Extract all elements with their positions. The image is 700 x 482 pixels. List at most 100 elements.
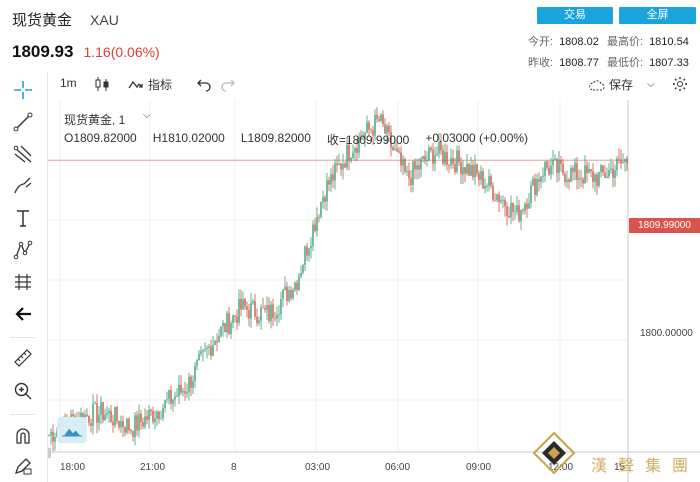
candle-body bbox=[156, 411, 158, 419]
zoom-tool[interactable] bbox=[8, 377, 38, 405]
candle-body bbox=[576, 163, 578, 180]
candle-body bbox=[496, 194, 498, 200]
fullscreen-button[interactable]: 全屏 bbox=[619, 7, 696, 24]
candle-body bbox=[596, 174, 598, 186]
tradingview-logo[interactable] bbox=[57, 417, 87, 443]
text-tool[interactable] bbox=[8, 204, 38, 232]
candle-body bbox=[152, 410, 154, 423]
fib-tool[interactable] bbox=[8, 140, 38, 168]
last-price: 1809.93 bbox=[12, 42, 74, 61]
candle-body bbox=[558, 159, 560, 173]
candle-body bbox=[490, 176, 492, 186]
chart-type-button[interactable] bbox=[94, 76, 110, 92]
candle-body bbox=[106, 412, 108, 415]
pattern-tool[interactable] bbox=[8, 236, 38, 264]
candle-body bbox=[504, 200, 506, 207]
candle-body bbox=[186, 392, 188, 394]
candle-body bbox=[298, 276, 300, 290]
candle-body bbox=[614, 170, 616, 178]
candle-body bbox=[268, 305, 270, 322]
candle-body bbox=[530, 184, 532, 203]
watermark-logo bbox=[532, 431, 576, 475]
candle-body bbox=[500, 200, 502, 203]
y-axis-tick: 1800.00000 bbox=[640, 328, 693, 339]
save-button[interactable]: 保存 ⌵ bbox=[589, 76, 655, 93]
save-label: 保存 bbox=[609, 78, 634, 92]
candle-body bbox=[532, 178, 534, 185]
candle-body bbox=[222, 323, 224, 327]
pattern-icon bbox=[13, 240, 33, 260]
candle-body bbox=[518, 205, 520, 221]
crosshair-tool[interactable] bbox=[8, 76, 38, 104]
indicators-button[interactable]: 指标 bbox=[128, 76, 172, 93]
candle-body bbox=[612, 168, 614, 178]
chart-canvas[interactable] bbox=[48, 100, 700, 482]
price-chart[interactable] bbox=[48, 100, 700, 482]
candle-body bbox=[366, 122, 368, 134]
candle-body bbox=[304, 246, 306, 265]
brush-tool[interactable] bbox=[8, 172, 38, 200]
candle-body bbox=[124, 427, 126, 433]
candle-body bbox=[262, 307, 264, 309]
drawing-toolbar bbox=[0, 72, 48, 482]
candle-body bbox=[146, 416, 148, 420]
measure-tool[interactable] bbox=[8, 344, 38, 372]
candle-body bbox=[484, 186, 486, 189]
candle-body bbox=[420, 158, 422, 170]
redo-button[interactable] bbox=[220, 76, 236, 92]
candle-body bbox=[486, 185, 488, 187]
chart-legend-title[interactable]: 现货黄金, 1 bbox=[64, 113, 126, 127]
candle-body bbox=[224, 323, 226, 333]
candle-body bbox=[312, 224, 314, 246]
candle-body bbox=[442, 150, 444, 164]
candle-body bbox=[336, 163, 338, 166]
candle-body bbox=[350, 157, 352, 161]
candle-body bbox=[184, 391, 186, 394]
candle-body bbox=[266, 305, 268, 310]
settings-button[interactable] bbox=[672, 76, 688, 92]
candle-body bbox=[192, 381, 194, 388]
stat-low: 最低价: 1807.33 bbox=[607, 54, 689, 70]
candle-body bbox=[102, 402, 104, 421]
candle-body bbox=[414, 161, 416, 170]
chevron-down-icon: ⌵ bbox=[647, 79, 655, 90]
candle-body bbox=[216, 341, 218, 343]
candle-body bbox=[346, 144, 348, 168]
projection-tool[interactable] bbox=[8, 268, 38, 296]
candle-body bbox=[472, 165, 474, 178]
candle-body bbox=[246, 306, 248, 310]
x-axis-tick: 15 bbox=[614, 462, 626, 473]
trade-button[interactable]: 交易 bbox=[537, 7, 613, 24]
magnet-tool[interactable] bbox=[8, 422, 38, 450]
lock-draw-tool[interactable] bbox=[8, 452, 38, 480]
indicators-label: 指标 bbox=[148, 78, 173, 92]
trend-line-tool[interactable] bbox=[8, 108, 38, 136]
zoom-in-icon bbox=[14, 382, 32, 400]
candle-body bbox=[302, 264, 304, 273]
candle-body bbox=[476, 164, 478, 174]
chevron-down-icon[interactable]: ⌵ bbox=[143, 110, 151, 121]
candle-body bbox=[150, 409, 152, 411]
cloud-logo-icon bbox=[61, 428, 83, 436]
candle-body bbox=[528, 202, 530, 209]
trend-line-icon bbox=[13, 112, 33, 132]
candle-body bbox=[428, 147, 430, 161]
candle-body bbox=[164, 399, 166, 409]
undo-button[interactable] bbox=[196, 76, 212, 92]
candles-icon bbox=[95, 77, 109, 91]
candle-body bbox=[272, 304, 274, 318]
candle-body bbox=[362, 138, 364, 140]
scroll-handle[interactable] bbox=[48, 448, 51, 458]
candle-body bbox=[568, 179, 570, 182]
stat-prev-close: 昨收: 1808.77 bbox=[528, 54, 599, 70]
candle-body bbox=[348, 144, 350, 161]
candle-body bbox=[116, 406, 118, 422]
cloud-icon bbox=[589, 79, 605, 90]
candle-body bbox=[118, 421, 120, 428]
back-tool[interactable] bbox=[8, 300, 38, 328]
x-axis-tick: 06:00 bbox=[385, 462, 411, 473]
interval-select[interactable]: 1m bbox=[60, 76, 77, 90]
candle-body bbox=[578, 178, 580, 180]
candle-body bbox=[286, 286, 288, 301]
candle-body bbox=[90, 423, 92, 426]
